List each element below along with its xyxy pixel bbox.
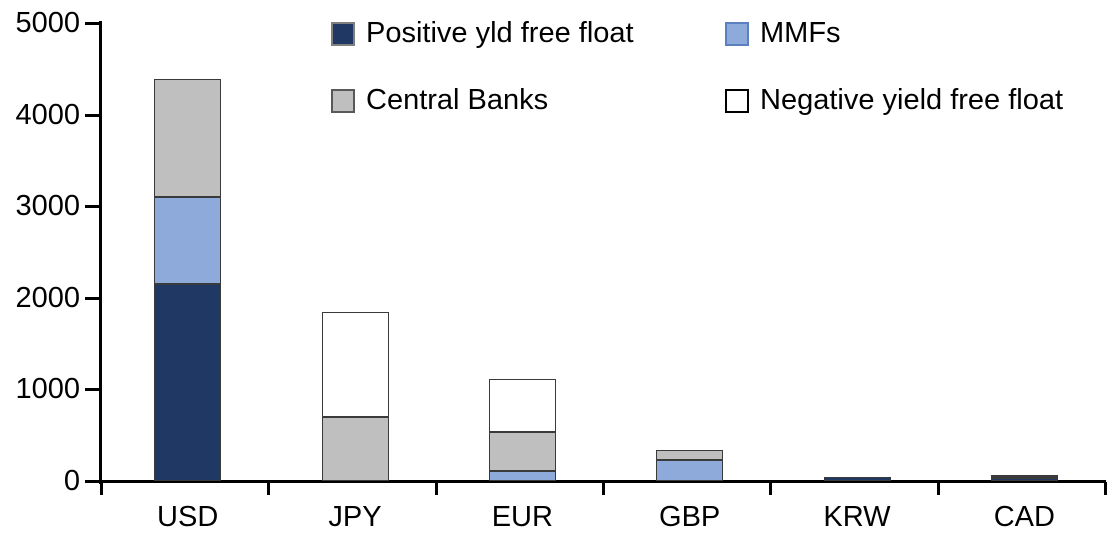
bar-USD-segment-positive-yld-free-float — [154, 284, 222, 481]
bar-EUR-segment-negative-yield-free-float — [488, 379, 556, 432]
legend-label: Negative yield free float — [760, 84, 1064, 116]
y-axis-tick-label: 4000 — [15, 98, 80, 131]
y-axis-tick-label: 3000 — [15, 190, 80, 223]
x-axis-category-label: JPY — [328, 501, 382, 533]
bar-USD-segment-mmfs — [154, 197, 222, 285]
legend-item-central-banks: Central Banks — [331, 86, 548, 115]
bar-USD-segment-central-banks — [154, 78, 222, 198]
x-axis-tick — [769, 482, 773, 495]
bar-KRW-segment-positive-yld-free-float — [823, 476, 891, 481]
y-axis-tick — [85, 296, 99, 300]
x-axis-category-label: GBP — [659, 501, 721, 533]
x-axis-tick — [267, 482, 271, 495]
y-axis-tick — [85, 113, 99, 117]
y-axis-tick-label: 5000 — [15, 7, 80, 39]
legend-item-positive-yld-free-float: Positive yld free float — [331, 19, 634, 48]
x-axis-tick — [100, 482, 103, 495]
bar-JPY-segment-negative-yield-free-float — [321, 311, 389, 417]
x-axis-tick — [434, 482, 438, 495]
bar-EUR-segment-mmfs — [488, 470, 556, 481]
bar-EUR-segment-central-banks — [488, 431, 556, 471]
x-axis-category-label: KRW — [823, 501, 891, 533]
y-axis-tick — [85, 22, 99, 25]
y-axis-tick — [85, 388, 99, 392]
y-axis-tick-label: 0 — [63, 465, 80, 497]
legend-label: MMFs — [760, 17, 841, 49]
legend-swatch-icon — [725, 88, 749, 113]
bar-JPY-segment-central-banks — [321, 416, 389, 481]
x-axis-tick — [1104, 482, 1107, 495]
y-axis-tick — [85, 205, 99, 209]
x-axis-category-label: CAD — [993, 501, 1055, 533]
x-axis-category-label: USD — [157, 501, 219, 533]
x-axis-tick — [602, 482, 605, 495]
x-axis-line — [99, 480, 1106, 483]
bar-CAD-segment-mmfs — [990, 477, 1058, 480]
legend-label: Central Banks — [366, 84, 549, 116]
y-axis-tick-label: 2000 — [15, 281, 80, 314]
legend-swatch-icon — [725, 21, 749, 46]
legend-label: Positive yld free float — [366, 17, 634, 49]
y-axis-tick — [85, 480, 99, 483]
x-axis-tick — [936, 482, 940, 495]
bar-CAD-segment-central-banks — [990, 475, 1058, 478]
legend-swatch-icon — [331, 21, 355, 46]
bar-GBP-segment-central-banks — [656, 450, 724, 461]
legend-item-negative-yield-free-float: Negative yield free float — [725, 86, 1063, 115]
legend-swatch-icon — [331, 88, 355, 113]
bar-GBP-segment-mmfs — [656, 460, 724, 481]
legend-item-mmfs: MMFs — [725, 19, 841, 48]
y-axis-tick-label: 1000 — [15, 373, 80, 406]
x-axis-category-label: EUR — [491, 501, 553, 533]
y-axis-line — [99, 21, 102, 484]
